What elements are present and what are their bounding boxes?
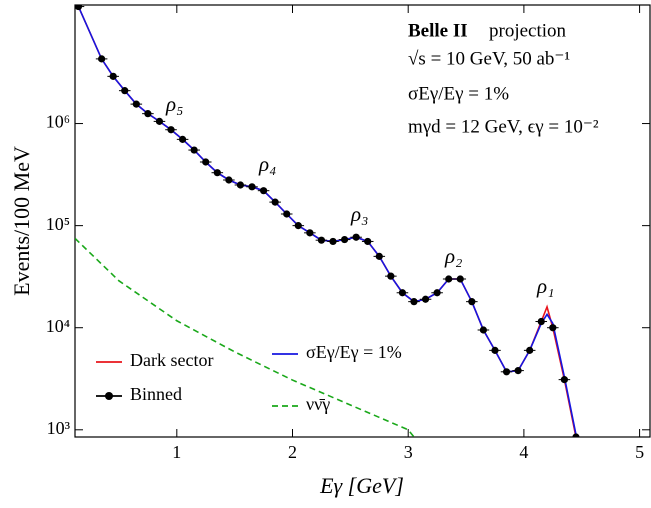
- data-point: [259, 187, 268, 195]
- data-point: [479, 326, 488, 334]
- data-point: [75, 5, 83, 11]
- series-line: [75, 237, 415, 437]
- legend-marker: [105, 392, 113, 400]
- legend-label: Dark sector: [130, 350, 213, 370]
- data-point: [306, 229, 314, 237]
- data-point: [155, 117, 164, 125]
- annotation: Belle II: [408, 20, 468, 41]
- data-point: [537, 317, 545, 326]
- data-point: [329, 237, 337, 246]
- data-point: [502, 368, 511, 376]
- data-point: [144, 110, 152, 118]
- legend-label: νν̄γ: [306, 394, 330, 414]
- data-point: [190, 146, 198, 154]
- data-point: [421, 295, 430, 303]
- data-point: [132, 100, 140, 108]
- data-point: [410, 298, 418, 306]
- data-point: [109, 72, 117, 80]
- data-point: [236, 181, 245, 189]
- data-point: [352, 233, 360, 241]
- annotation: σEγ/Eγ = 1%: [408, 83, 509, 104]
- y-tick-label: 10⁵: [46, 214, 70, 234]
- peak-label: ρ₃: [350, 202, 368, 226]
- plot-area: [75, 5, 582, 437]
- data-point: [549, 324, 557, 332]
- y-axis-label: Events/100 MeV: [9, 146, 34, 296]
- data-point: [225, 176, 233, 184]
- data-point: [456, 275, 464, 283]
- data-point: [248, 183, 256, 191]
- data-point: [121, 87, 129, 95]
- data-point: [364, 237, 372, 246]
- x-axis-label: Eγ [GeV]: [319, 473, 404, 498]
- x-tick-label: 5: [635, 442, 644, 462]
- plot-frame: [74, 4, 651, 438]
- y-tick-label: 10⁶: [46, 112, 70, 132]
- legend-label: Binned: [130, 384, 182, 404]
- data-point: [271, 198, 279, 206]
- data-point: [340, 235, 349, 244]
- data-point: [387, 272, 395, 280]
- peak-label: ρ₁: [536, 274, 554, 298]
- annotation: projection: [489, 20, 567, 41]
- annotation: √s = 10 GeV, 50 ab⁻¹: [408, 48, 570, 69]
- x-tick-label: 4: [519, 442, 528, 462]
- x-tick-label: 3: [404, 442, 413, 462]
- data-point: [445, 275, 453, 283]
- data-point: [375, 252, 383, 260]
- annotation: mγd = 12 GeV, ϵγ = 10⁻²: [408, 116, 599, 137]
- y-tick-label: 10⁴: [46, 316, 70, 336]
- data-point: [468, 298, 476, 306]
- data-point: [294, 222, 302, 230]
- data-point: [317, 236, 326, 244]
- data-point: [398, 289, 407, 297]
- data-point: [491, 346, 499, 354]
- data-point: [213, 169, 221, 177]
- x-tick-label: 1: [172, 442, 181, 462]
- data-point: [514, 367, 522, 375]
- y-tick-label: 10³: [47, 418, 71, 438]
- data-point: [283, 210, 291, 218]
- legend-label: σEγ/Eγ = 1%: [306, 342, 402, 362]
- data-point: [178, 135, 187, 143]
- peak-label: ρ₄: [258, 152, 276, 176]
- data-point: [433, 289, 441, 297]
- data-point: [202, 158, 210, 166]
- data-point: [572, 433, 580, 437]
- peak-label: ρ₅: [165, 92, 183, 116]
- data-point: [560, 376, 568, 384]
- x-tick-label: 2: [288, 442, 297, 462]
- peak-label: ρ₂: [444, 244, 462, 268]
- data-point: [167, 126, 175, 134]
- data-point: [526, 346, 534, 354]
- data-point: [98, 55, 106, 63]
